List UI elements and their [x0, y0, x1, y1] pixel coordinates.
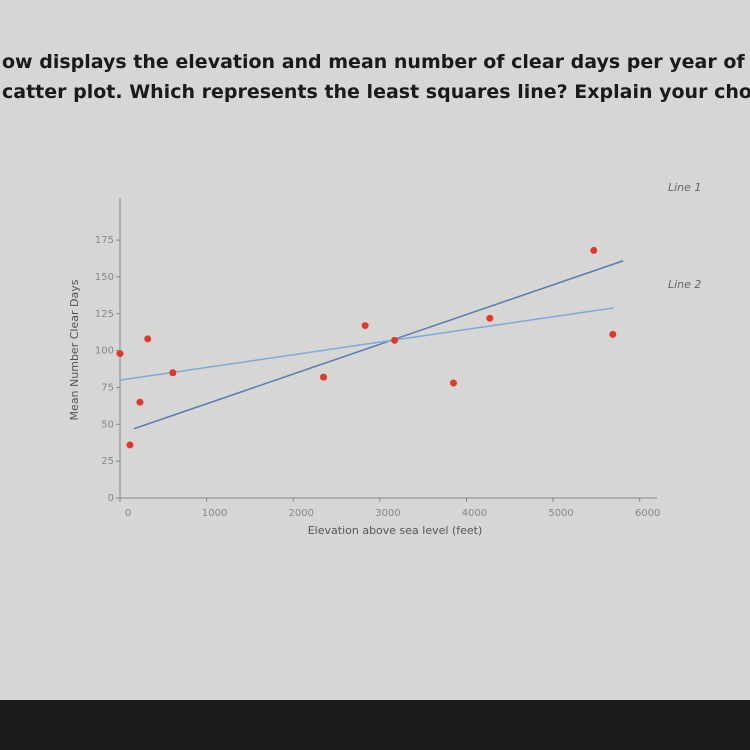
- x-tick-label: 1000: [202, 508, 227, 519]
- point: [361, 322, 369, 330]
- x-tick-label: 4000: [462, 508, 487, 519]
- point: [609, 330, 617, 338]
- fit-line: [119, 307, 614, 381]
- question-line: ow displays the elevation and mean numbe…: [2, 51, 750, 73]
- x-axis-label: Elevation above sea level (feet): [308, 524, 483, 537]
- point: [486, 314, 494, 322]
- y-tick-label: 100: [95, 346, 114, 357]
- x-tick-label: 6000: [635, 508, 660, 519]
- y-axis-label: Mean Number Clear Days: [68, 279, 81, 420]
- y-tick-label: 175: [95, 235, 114, 246]
- y-tick-label: 150: [95, 272, 114, 283]
- y-tick-label: 0: [108, 493, 114, 504]
- point: [126, 441, 134, 449]
- x-tick-label: 3000: [375, 508, 400, 519]
- point: [144, 335, 152, 343]
- point: [116, 350, 124, 358]
- x-tick-label: 5000: [548, 508, 573, 519]
- plot: 0 25 50 75 100 125 150 175 0 1000 2000 3000 4000 5000…: [95, 181, 702, 519]
- y-tick-label: 75: [101, 382, 114, 393]
- fit-line: [133, 260, 624, 430]
- line-label: Line 2: [668, 278, 701, 291]
- question-line: catter plot. Which represents the least …: [2, 81, 750, 103]
- point: [391, 336, 399, 344]
- y-tick-label: 50: [101, 419, 114, 430]
- point: [590, 246, 598, 254]
- point: [136, 398, 144, 406]
- x-tick-label: 2000: [288, 508, 313, 519]
- point: [169, 369, 177, 377]
- y-tick-label: 125: [95, 309, 114, 320]
- x-tick-label: 0: [125, 508, 131, 519]
- point: [449, 379, 457, 387]
- point: [320, 373, 328, 381]
- y-tick-label: 25: [101, 456, 114, 467]
- bezel: [0, 700, 750, 750]
- line-label: Line 1: [668, 181, 701, 194]
